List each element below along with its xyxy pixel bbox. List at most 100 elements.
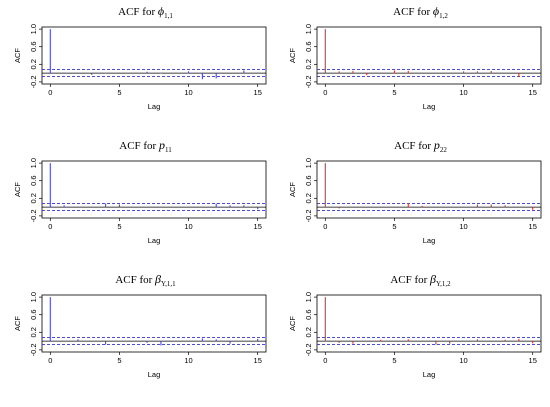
y-tick-label: 0.2 <box>29 327 38 337</box>
acf-chart-svg: ACF for βY,1,2 -0.2 0.2 0.6 1.0 0 5 10 15 Lag ACF <box>288 272 542 379</box>
y-tick-label: 0.6 <box>304 175 313 185</box>
y-tick-label: -0.2 <box>304 75 313 88</box>
y-tick-label: 0.2 <box>29 193 38 203</box>
x-tick-label: 10 <box>459 88 467 97</box>
x-tick-label: 5 <box>392 88 396 97</box>
acf-chart-svg: ACF for ϕ1,1 -0.2 0.2 0.6 1.0 0 5 10 15 Lag ACF <box>13 4 267 111</box>
acf-panel-beta-y-1-2: ACF for βY,1,2 -0.2 0.2 0.6 1.0 0 5 10 15 Lag ACF <box>275 268 550 402</box>
x-tick-label: 15 <box>254 88 262 97</box>
y-tick-label: 1.0 <box>29 292 38 302</box>
x-tick-label: 10 <box>184 222 192 231</box>
x-tick-label: 15 <box>529 222 537 231</box>
y-tick-label: 1.0 <box>304 24 313 34</box>
x-tick-label: 5 <box>117 222 121 231</box>
x-axis-label: Lag <box>148 102 161 111</box>
y-tick-label: 1.0 <box>29 158 38 168</box>
chart-title-subscript: Y,1,1 <box>161 280 176 288</box>
chart-title: ACF for ϕ1,1 <box>118 4 173 20</box>
acf-chart-svg: ACF for p11 -0.2 0.2 0.6 1.0 0 5 10 15 Lag ACF <box>13 138 267 245</box>
chart-title-prefix: ACF for <box>394 140 434 152</box>
y-axis-label: ACF <box>288 316 297 331</box>
chart-title-prefix: ACF for <box>390 274 430 286</box>
x-axis-label: Lag <box>423 102 436 111</box>
x-tick-label: 5 <box>392 222 396 231</box>
y-tick-label: -0.2 <box>304 209 313 222</box>
acf-panel-beta-y-1-1: ACF for βY,1,1 -0.2 0.2 0.6 1.0 0 5 10 15 Lag ACF <box>0 268 275 402</box>
x-tick-label: 5 <box>117 88 121 97</box>
acf-panel-phi-1-1: ACF for ϕ1,1 -0.2 0.2 0.6 1.0 0 5 10 15 Lag ACF <box>0 0 275 134</box>
x-tick-label: 5 <box>392 356 396 365</box>
y-tick-label: 0.6 <box>29 41 38 51</box>
chart-title: ACF for βY,1,1 <box>115 272 176 288</box>
x-axis-label: Lag <box>423 370 436 379</box>
x-tick-label: 15 <box>254 222 262 231</box>
y-axis-label: ACF <box>13 48 22 63</box>
y-axis-label: ACF <box>288 182 297 197</box>
y-tick-label: 0.2 <box>304 59 313 69</box>
y-axis-label: ACF <box>13 182 22 197</box>
acf-panel-phi-1-2: ACF for ϕ1,2 -0.2 0.2 0.6 1.0 0 5 10 15 Lag ACF <box>275 0 550 134</box>
y-tick-label: -0.2 <box>29 343 38 356</box>
x-tick-label: 0 <box>48 356 52 365</box>
plot-frame <box>316 294 542 353</box>
chart-title-prefix: ACF for <box>119 140 159 152</box>
acf-chart-svg: ACF for ϕ1,2 -0.2 0.2 0.6 1.0 0 5 10 15 Lag ACF <box>288 4 542 111</box>
y-tick-label: -0.2 <box>29 209 38 222</box>
x-axis-label: Lag <box>423 236 436 245</box>
chart-title-symbol: ϕ <box>433 4 439 18</box>
x-tick-label: 0 <box>48 88 52 97</box>
chart-title-symbol: β <box>429 272 436 286</box>
chart-title-subscript: 1,2 <box>439 12 448 20</box>
acf-panel-p-22: ACF for p22 -0.2 0.2 0.6 1.0 0 5 10 15 Lag ACF <box>275 134 550 268</box>
x-tick-label: 10 <box>184 356 192 365</box>
x-tick-label: 10 <box>459 222 467 231</box>
x-tick-label: 15 <box>254 356 262 365</box>
x-tick-label: 15 <box>529 356 537 365</box>
chart-title-prefix: ACF for <box>393 6 433 18</box>
plot-frame <box>316 160 542 219</box>
y-tick-label: 0.6 <box>29 175 38 185</box>
y-tick-label: 1.0 <box>304 292 313 302</box>
x-axis-label: Lag <box>148 370 161 379</box>
y-tick-label: 0.6 <box>304 309 313 319</box>
plot-frame <box>41 294 267 353</box>
x-tick-label: 0 <box>323 88 327 97</box>
chart-title: ACF for p22 <box>394 138 447 154</box>
chart-title-subscript: 22 <box>440 146 448 154</box>
y-axis-label: ACF <box>288 48 297 63</box>
x-tick-label: 10 <box>459 356 467 365</box>
chart-title-symbol: ϕ <box>158 4 164 18</box>
y-tick-label: 0.2 <box>304 327 313 337</box>
chart-title-symbol: β <box>154 272 161 286</box>
y-tick-label: 1.0 <box>29 24 38 34</box>
y-tick-label: 0.6 <box>304 41 313 51</box>
y-tick-label: 0.2 <box>304 193 313 203</box>
chart-title-symbol: p <box>158 138 165 152</box>
x-tick-label: 0 <box>323 222 327 231</box>
chart-title-prefix: ACF for <box>115 274 155 286</box>
x-axis-label: Lag <box>148 236 161 245</box>
chart-title-subscript: Y,1,2 <box>436 280 451 288</box>
plot-frame <box>316 26 542 85</box>
chart-title-symbol: p <box>433 138 440 152</box>
y-tick-label: -0.2 <box>29 75 38 88</box>
chart-title-subscript: 11 <box>165 146 172 154</box>
chart-title: ACF for ϕ1,2 <box>393 4 448 20</box>
x-tick-label: 10 <box>184 88 192 97</box>
y-tick-label: 1.0 <box>304 158 313 168</box>
plot-frame <box>41 160 267 219</box>
acf-chart-svg: ACF for βY,1,1 -0.2 0.2 0.6 1.0 0 5 10 15 Lag ACF <box>13 272 267 379</box>
x-tick-label: 0 <box>48 222 52 231</box>
chart-title: ACF for p11 <box>119 138 172 154</box>
acf-chart-svg: ACF for p22 -0.2 0.2 0.6 1.0 0 5 10 15 Lag ACF <box>288 138 542 245</box>
y-tick-label: -0.2 <box>304 343 313 356</box>
y-tick-label: 0.6 <box>29 309 38 319</box>
acf-panel-p-11: ACF for p11 -0.2 0.2 0.6 1.0 0 5 10 15 Lag ACF <box>0 134 275 268</box>
y-tick-label: 0.2 <box>29 59 38 69</box>
x-tick-label: 15 <box>529 88 537 97</box>
x-tick-label: 5 <box>117 356 121 365</box>
chart-title: ACF for βY,1,2 <box>390 272 451 288</box>
chart-title-subscript: 1,1 <box>164 12 173 20</box>
plot-frame <box>41 26 267 85</box>
